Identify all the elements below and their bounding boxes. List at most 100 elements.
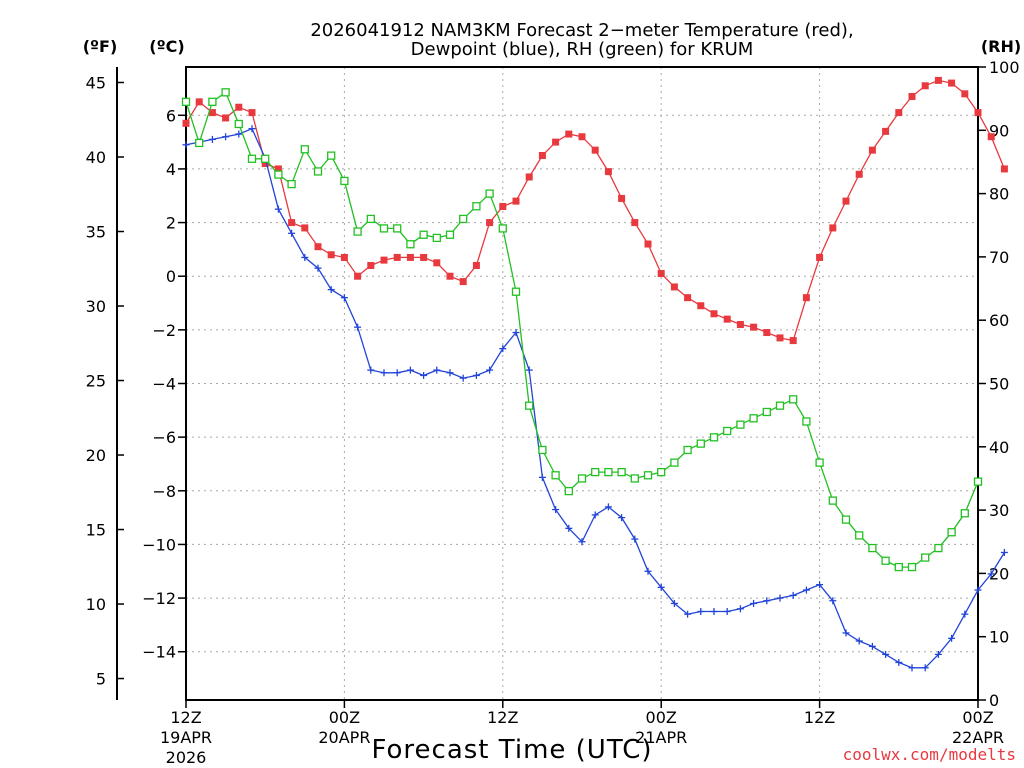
dewpoint-point [974, 586, 982, 594]
temperature-point [248, 109, 256, 117]
temperature-point [736, 320, 744, 328]
dewpoint-point [948, 634, 956, 642]
x-tick-label: 12Z [170, 708, 201, 727]
temperature-point [987, 133, 995, 141]
temperature-point [446, 272, 454, 280]
temperature-point [921, 82, 929, 90]
dewpoint-point [710, 607, 718, 615]
rh-point [195, 138, 204, 148]
x-tick-label: 19APR [160, 728, 212, 747]
rh-point [577, 474, 587, 483]
rh-tick-label: 10 [989, 628, 1009, 647]
temperature-point [486, 219, 494, 227]
celsius-tick-label: −14 [142, 643, 176, 662]
dewpoint-point [961, 610, 969, 618]
rh-point [604, 467, 613, 477]
celsius-tick-label: −8 [152, 482, 176, 501]
x-tick-label: 00Z [962, 708, 993, 727]
dewpoint-point [736, 605, 744, 613]
dewpoint-point [921, 664, 929, 672]
celsius-tick-label: −4 [152, 375, 176, 394]
dewpoint-point [789, 591, 797, 599]
data-series [181, 76, 1008, 672]
rh-point [947, 528, 956, 537]
celsius-tick-label: −12 [142, 589, 176, 608]
rh-point [630, 474, 639, 483]
dewpoint-point [618, 514, 626, 522]
rh-point [723, 426, 732, 436]
fahrenheit-tick-label: 20 [86, 446, 106, 465]
dewpoint-point [235, 130, 243, 138]
temperature-point [961, 90, 969, 98]
celsius-unit-label: (ºC) [149, 37, 184, 56]
dewpoint-point [776, 594, 784, 602]
temperature-point [393, 253, 401, 261]
temperature-point [631, 219, 639, 227]
grid-lines [186, 67, 978, 700]
celsius-tick-label: 6 [166, 106, 176, 125]
temperature-point [208, 109, 216, 117]
dewpoint-point [406, 366, 414, 374]
rh-point [709, 433, 719, 442]
rh-point [775, 401, 785, 410]
celsius-tick-label: 4 [166, 160, 176, 179]
temperature-point [974, 109, 982, 117]
temperature-point [565, 130, 573, 138]
temperature-point [710, 310, 718, 318]
dewpoint-point [1000, 548, 1008, 556]
dewpoint-point [420, 371, 428, 379]
rh-point [960, 509, 969, 518]
dewpoint-point [763, 597, 771, 605]
temperature-point [789, 337, 797, 345]
temperature-point [908, 93, 916, 101]
fahrenheit-tick-label: 25 [86, 372, 106, 391]
rh-point [300, 145, 309, 154]
dewpoint-point [486, 366, 494, 374]
fahrenheit-tick-label: 45 [86, 73, 106, 92]
rh-unit-label: (RH) [981, 37, 1021, 56]
rh-point [498, 224, 507, 233]
temperature-point [802, 294, 810, 302]
fahrenheit-unit-label: (ºF) [83, 37, 118, 56]
dewpoint-point [723, 607, 731, 615]
rh-tick-label: 50 [989, 375, 1009, 394]
dewpoint-point [684, 610, 692, 618]
rh-point [564, 486, 573, 496]
rh-point [591, 467, 600, 477]
dewpoint-point [697, 607, 705, 615]
temperature-point [222, 114, 230, 122]
rh-point [261, 154, 270, 163]
temperature-point [697, 302, 705, 310]
dewpoint-point [882, 650, 890, 658]
temperature-point [288, 219, 296, 227]
temperature-point [750, 323, 758, 331]
temperature-point [723, 315, 731, 323]
temperature-point [895, 109, 903, 117]
dewpoint-point [433, 366, 441, 374]
dewpoint-point [222, 133, 230, 141]
x-tick-label: 12Z [804, 708, 835, 727]
dewpoint-point [446, 369, 454, 377]
dewpoint-point [512, 329, 520, 337]
dewpoint-point [644, 567, 652, 575]
temperature-point [684, 294, 692, 302]
temperature-point [354, 272, 362, 280]
rh-tick-label: 60 [989, 311, 1009, 330]
celsius-tick-label: −10 [142, 535, 176, 554]
rh-point [828, 496, 837, 505]
dewpoint-point [604, 503, 612, 511]
temperature-point [512, 197, 520, 205]
rh-point [894, 562, 903, 572]
rh-point [472, 202, 481, 211]
rh-point [327, 151, 336, 160]
temperature-point [578, 133, 586, 141]
dewpoint-point [868, 642, 876, 650]
temperature-point [459, 278, 467, 286]
rh-point [551, 471, 560, 480]
temperature-point [618, 194, 626, 202]
x-tick-label: 00Z [329, 708, 360, 727]
rh-point [511, 287, 521, 296]
temperature-point [327, 251, 335, 259]
celsius-tick-label: 0 [166, 267, 176, 286]
rh-point [617, 467, 626, 477]
